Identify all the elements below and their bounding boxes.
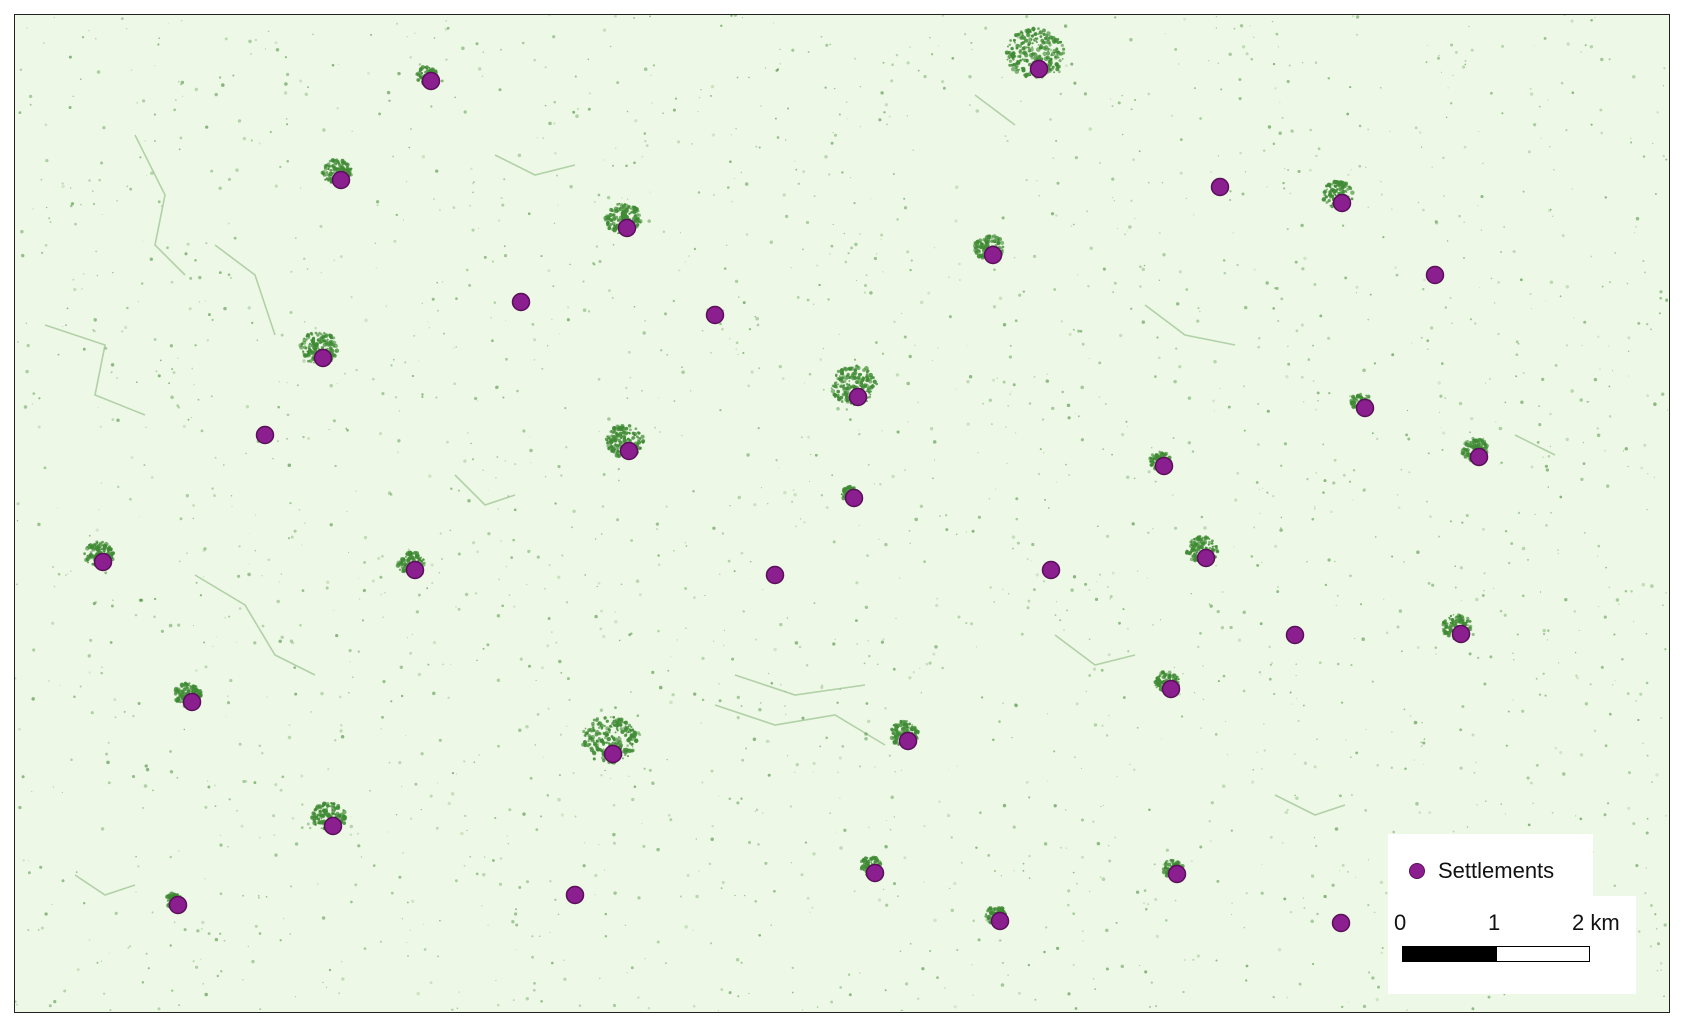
map-legend: Settlements [1388, 834, 1593, 896]
settlement-marker-24[interactable] [603, 744, 623, 764]
settlement-marker-21[interactable] [1161, 679, 1181, 699]
field-boundary [454, 474, 516, 506]
settlement-marker-17[interactable] [405, 560, 425, 580]
settlement-marker-12[interactable] [619, 441, 639, 461]
settlement-marker-23[interactable] [898, 731, 918, 751]
field-boundary [134, 134, 186, 276]
circle-marker-icon [1409, 863, 1425, 879]
field-boundary [734, 674, 866, 696]
settlement-marker-2[interactable] [1029, 59, 1049, 79]
settlement-marker-14[interactable] [1469, 447, 1489, 467]
settlement-marker-35[interactable] [255, 425, 275, 445]
settlement-marker-1[interactable] [421, 71, 441, 91]
settlement-marker-31[interactable] [1331, 913, 1351, 933]
scale-bar: 0 1 2 km [1388, 896, 1636, 994]
settlement-marker-20[interactable] [1451, 624, 1471, 644]
field-boundary [214, 244, 276, 336]
settlement-marker-37[interactable] [565, 885, 585, 905]
field-boundary [194, 574, 316, 676]
field-boundary-layer [44, 94, 1556, 896]
settlement-marker-33[interactable] [705, 305, 725, 325]
map-frame[interactable] [14, 14, 1670, 1013]
field-boundary [494, 154, 576, 176]
settlement-marker-5[interactable] [983, 245, 1003, 265]
scale-segment-white [1496, 946, 1590, 962]
settlement-marker-29[interactable] [990, 911, 1010, 931]
settlement-marker-8[interactable] [511, 292, 531, 312]
settlement-marker-15[interactable] [844, 488, 864, 508]
field-boundary [974, 94, 1016, 126]
map-canvas[interactable] [15, 15, 1668, 1011]
settlement-marker-6[interactable] [1210, 177, 1230, 197]
settlement-marker-11[interactable] [1355, 398, 1375, 418]
settlement-marker-7[interactable] [1332, 193, 1352, 213]
settlement-marker-27[interactable] [1167, 864, 1187, 884]
settlement-marker-16[interactable] [93, 552, 113, 572]
field-boundary [1144, 304, 1236, 346]
settlement-marker-28[interactable] [168, 895, 188, 915]
scale-label-1: 1 [1488, 910, 1501, 935]
settlement-marker-22[interactable] [182, 692, 202, 712]
settlement-marker-25[interactable] [323, 816, 343, 836]
settlement-marker-19[interactable] [1196, 548, 1216, 568]
field-boundary [714, 704, 886, 746]
settlement-marker-9[interactable] [313, 348, 333, 368]
settlement-marker-13[interactable] [1154, 456, 1174, 476]
field-boundary [1054, 634, 1136, 666]
settlement-marker-3[interactable] [331, 170, 351, 190]
settlement-marker-34[interactable] [765, 565, 785, 585]
settlement-marker-10[interactable] [848, 387, 868, 407]
field-boundary [44, 324, 146, 416]
field-boundary [74, 874, 136, 896]
settlement-marker-18[interactable] [1041, 560, 1061, 580]
settlement-marker-26[interactable] [865, 863, 885, 883]
legend-label: Settlements [1438, 858, 1555, 883]
settlement-marker-36[interactable] [1425, 265, 1445, 285]
field-boundary [1274, 794, 1346, 816]
scale-label-2km: 2 km [1572, 910, 1620, 935]
scale-segment-black [1402, 946, 1496, 962]
settlement-marker-32[interactable] [1285, 625, 1305, 645]
settlement-marker-4[interactable] [617, 218, 637, 238]
scale-label-0: 0 [1394, 910, 1407, 935]
settlement-layer [93, 59, 1521, 933]
field-boundary [1514, 434, 1556, 456]
